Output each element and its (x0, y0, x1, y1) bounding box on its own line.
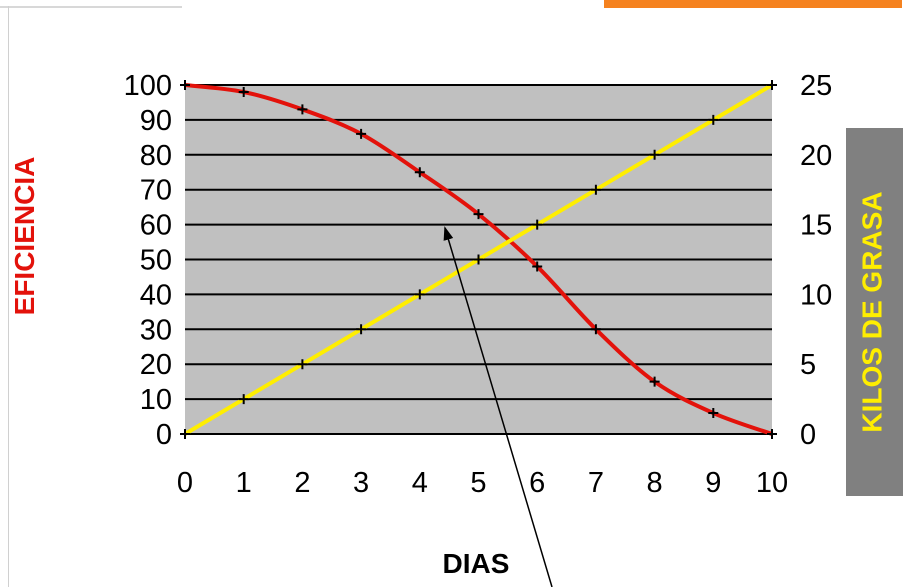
left-tick-label: 0 (156, 419, 172, 451)
data-point-left (767, 429, 777, 439)
right-axis-title: KILOS DE GRASA (856, 191, 887, 432)
x-tick-label: 8 (647, 467, 663, 499)
data-point-right (356, 324, 367, 335)
data-point-right (297, 359, 308, 370)
x-tick-label: 7 (588, 467, 604, 499)
right-tick-label: 25 (800, 70, 832, 102)
left-tick-label: 80 (140, 140, 172, 172)
right-axis-ticks: 0 5 10 15 20 25 (800, 70, 832, 451)
data-point-left (414, 167, 425, 178)
data-point-left (590, 324, 601, 335)
data-point-right (414, 289, 425, 300)
data-point-right (473, 254, 484, 265)
data-point-left (180, 80, 190, 90)
orange-header-tab (604, 0, 902, 8)
x-tick-label: 2 (294, 467, 310, 499)
data-point-right (180, 429, 190, 439)
right-tick-label: 5 (800, 349, 816, 381)
right-tick-label: 20 (800, 140, 832, 172)
data-point-right (767, 80, 777, 90)
series-line-left (184, 83, 773, 436)
x-tick-label: 4 (412, 467, 428, 499)
x-axis-ticks: 0 1 2 3 4 5 6 7 8 9 10 (177, 467, 788, 499)
left-tick-label: 90 (140, 105, 172, 137)
left-tick-label: 20 (140, 349, 172, 381)
frame-line-top (0, 6, 182, 8)
data-point-left (473, 209, 484, 220)
left-tick-label: 60 (140, 210, 172, 242)
series (180, 80, 777, 439)
left-axis-title: EFICIENCIA (9, 156, 40, 316)
data-point-left (356, 128, 367, 139)
left-tick-label: 10 (140, 384, 172, 416)
left-tick-label: 70 (140, 175, 172, 207)
data-point-left (708, 408, 719, 419)
data-point-left (297, 104, 308, 115)
left-tick-label: 100 (124, 70, 172, 102)
data-point-right (708, 114, 719, 125)
x-tick-label: 10 (756, 467, 788, 499)
x-tick-label: 1 (236, 467, 252, 499)
gridlines (185, 84, 772, 435)
left-tick-label: 40 (140, 279, 172, 311)
annotation-arrow (443, 226, 553, 587)
x-axis-title: DIAS (443, 548, 510, 579)
left-tick-label: 50 (140, 245, 172, 277)
right-tick-label: 15 (800, 210, 832, 242)
right-tick-label: 0 (800, 419, 816, 451)
right-tick-label: 10 (800, 279, 832, 311)
x-tick-label: 6 (529, 467, 545, 499)
data-point-left (238, 86, 249, 97)
data-point-right (590, 184, 601, 195)
data-point-left (532, 261, 543, 272)
x-tick-label: 0 (177, 467, 193, 499)
data-point-right (649, 149, 660, 160)
x-tick-label: 5 (470, 467, 486, 499)
x-tick-label: 3 (353, 467, 369, 499)
data-point-right (238, 394, 249, 405)
left-tick-label: 30 (140, 314, 172, 346)
right-axis-title-box (846, 128, 903, 496)
data-point-right (532, 219, 543, 230)
x-tick-label: 9 (705, 467, 721, 499)
frame-line-left (8, 6, 9, 587)
data-point-left (649, 376, 660, 387)
